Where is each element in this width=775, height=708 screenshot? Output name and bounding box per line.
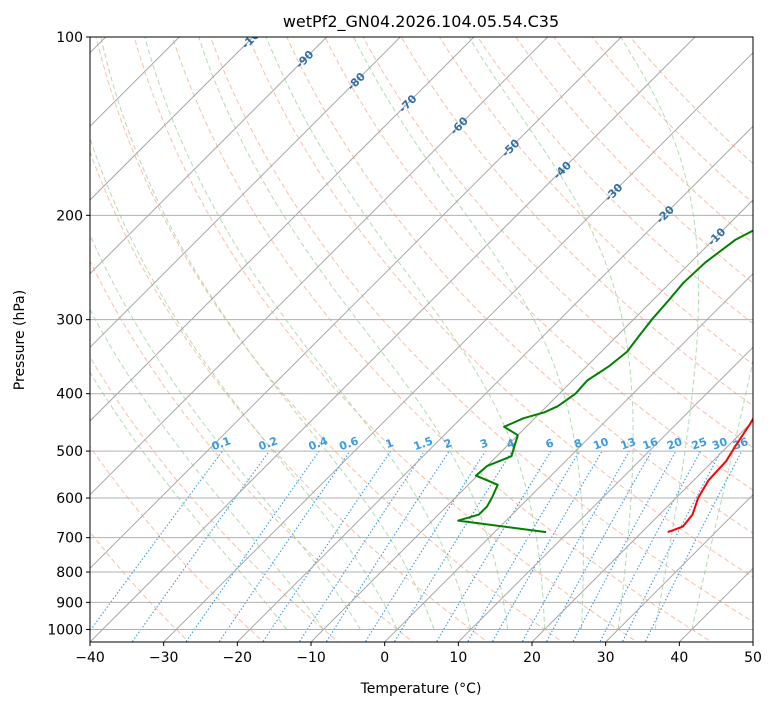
dry-adiabat — [248, 37, 753, 578]
moist-adiabat — [468, 37, 634, 630]
mixing-ratio-label: 0.6 — [338, 434, 361, 453]
mixing-ratio-label: 4 — [505, 436, 517, 451]
dry-adiabat — [171, 37, 713, 642]
dry-adiabat — [286, 37, 753, 534]
y-tick-label: 800 — [56, 565, 83, 581]
profile-series — [457, 229, 753, 534]
x-tick-label: −10 — [296, 650, 326, 666]
x-tick-label: 20 — [523, 650, 541, 666]
moist-adiabat — [100, 37, 435, 630]
mixing-ratio-line — [325, 450, 450, 642]
isotherm-gridlines — [90, 37, 753, 642]
mixing-ratio-line — [131, 450, 270, 642]
moist-adiabat — [90, 233, 361, 630]
mixing-ratio-label: 8 — [572, 436, 584, 451]
mixing-ratio-line — [621, 450, 722, 642]
x-axis-label: Temperature (°C) — [360, 681, 482, 697]
dry-adiabat — [324, 37, 753, 491]
x-axis-ticks: −40 −30 −20 −10 0 10 20 30 40 50 — [75, 642, 762, 666]
y-tick-label: 500 — [56, 444, 83, 460]
mixing-ratio-label: 25 — [690, 435, 709, 452]
x-tick-label: 50 — [744, 650, 762, 666]
moist-adiabat — [691, 358, 753, 630]
x-tick-label: −20 — [223, 650, 253, 666]
y-tick-label: 200 — [56, 208, 83, 224]
y-tick-label: 400 — [56, 387, 83, 403]
moist-adiabat — [620, 37, 700, 630]
moist-adiabat — [265, 37, 546, 630]
dry-adiabat — [362, 37, 753, 449]
moist-adiabat — [198, 37, 509, 630]
mixing-ratio-line — [466, 450, 580, 642]
y-tick-label: 100 — [56, 30, 83, 46]
mixing-ratio-line — [599, 450, 701, 642]
mixing-ratio-line — [435, 450, 552, 642]
y-tick-label: 600 — [56, 491, 83, 507]
mixing-ratio-label: 1.5 — [412, 434, 435, 453]
isotherm-line — [90, 37, 254, 201]
mixing-ratio-line — [185, 450, 320, 642]
mixing-ratio-label: 2 — [442, 436, 454, 451]
mixing-ratio-line — [393, 450, 513, 642]
x-tick-label: 0 — [380, 650, 389, 666]
mixing-ratio-label: 0.2 — [257, 434, 280, 453]
mixing-ratio-line — [218, 450, 351, 642]
x-tick-label: 40 — [670, 650, 688, 666]
mixing-ratio-line — [90, 450, 223, 632]
chart-title: wetPf2_GN04.2026.104.05.54.C35 — [283, 12, 559, 32]
plot-frame — [89, 36, 754, 643]
profile-line — [667, 416, 753, 534]
mixing-ratio-label: 13 — [619, 435, 638, 452]
mixing-ratio-label: 36 — [731, 435, 750, 453]
mixing-ratio-label: 20 — [665, 435, 684, 453]
isotherm-line — [90, 37, 328, 275]
mixing-ratio-label: 10 — [591, 435, 610, 453]
isotherm-line — [605, 493, 753, 642]
isotherm-line — [531, 420, 753, 642]
dry-adiabat — [438, 37, 753, 366]
x-tick-label: 30 — [597, 650, 615, 666]
isotherm-line — [457, 346, 753, 642]
y-tick-label: 1000 — [47, 622, 83, 638]
profile-line — [457, 229, 753, 534]
y-tick-label: 900 — [56, 595, 83, 611]
mixing-ratio-label: 0.4 — [307, 434, 330, 453]
mixing-ratio-label: 16 — [641, 435, 660, 453]
isotherm-line — [90, 37, 622, 570]
moist-adiabat — [90, 308, 324, 630]
isotherm-line — [90, 37, 696, 642]
moist-adiabat — [90, 136, 398, 630]
mixing-ratio-labels: 0.1 0.2 0.4 0.6 1 1.5 2 3 4 6 8 10 13 16 20 25 30 36 — [210, 434, 751, 453]
pressure-gridlines — [90, 37, 753, 630]
mixing-ratio-line — [491, 450, 603, 642]
y-tick-label: 700 — [56, 531, 83, 547]
y-axis-label: Pressure (hPa) — [12, 290, 28, 390]
x-tick-label: −40 — [75, 650, 105, 666]
isotherm-line — [384, 272, 753, 642]
moist-adiabat — [353, 37, 584, 630]
isotherm-line — [163, 51, 753, 642]
mixing-ratio-label: 0.1 — [210, 434, 233, 453]
mixing-ratio-line — [298, 450, 425, 642]
x-tick-label: 10 — [449, 650, 467, 666]
mixing-ratio-label: 1 — [384, 436, 396, 451]
isotherm-line — [90, 37, 549, 496]
dry-adiabat — [90, 150, 489, 642]
mixing-ratio-line — [572, 450, 677, 642]
isotherm-line — [90, 37, 401, 349]
mixing-ratio-label: 6 — [544, 436, 556, 451]
isotherm-line — [236, 125, 753, 642]
mixing-ratio-label: 30 — [710, 435, 729, 453]
mixing-ratio-label: 3 — [478, 436, 490, 451]
x-tick-label: −30 — [149, 650, 179, 666]
isotherm-line — [90, 37, 475, 422]
y-tick-label: 300 — [56, 313, 83, 329]
isotherm-line — [310, 199, 753, 642]
y-axis-ticks: 100 200 300 400 500 600 700 800 900 1000 — [47, 30, 90, 638]
